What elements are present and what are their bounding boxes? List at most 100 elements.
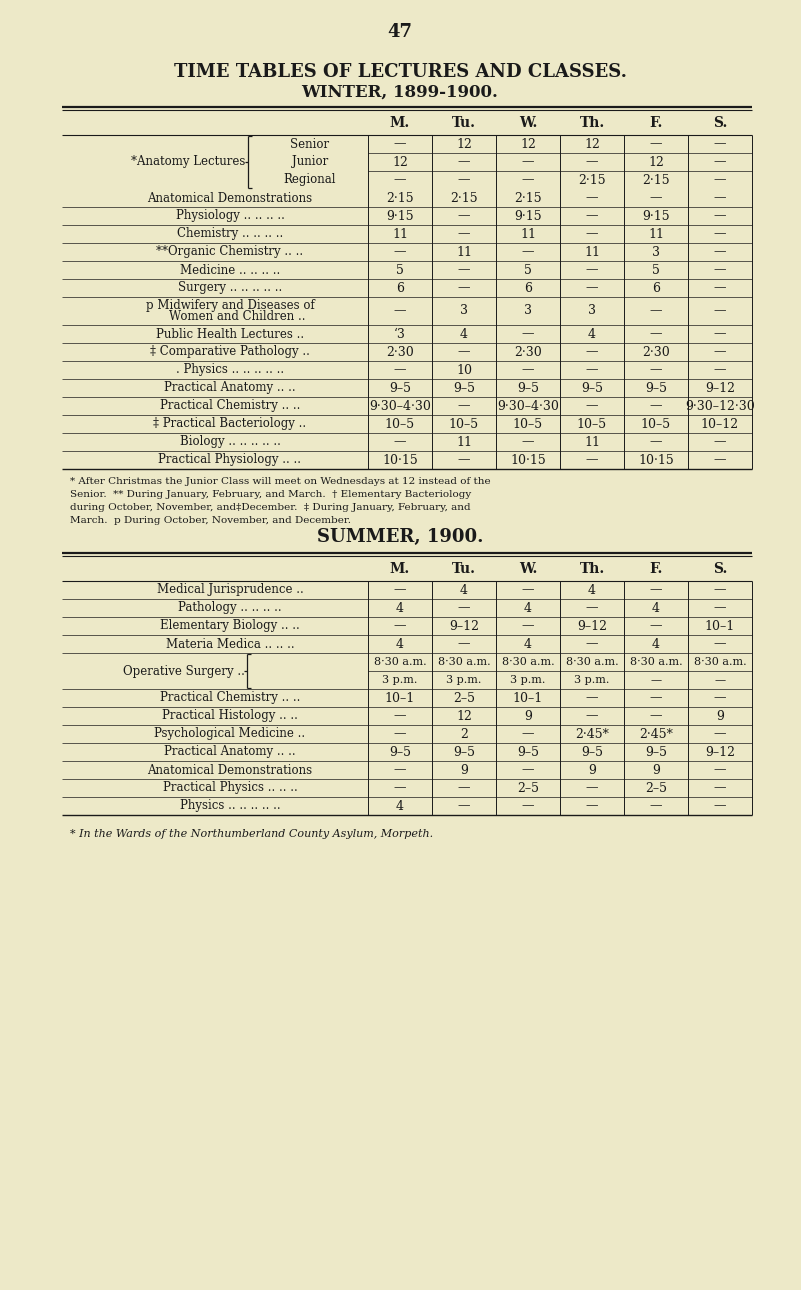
- Text: 9–12: 9–12: [577, 619, 607, 632]
- Text: 9–5: 9–5: [453, 746, 475, 759]
- Text: —: —: [714, 304, 727, 317]
- Text: —: —: [394, 173, 406, 187]
- Text: 2·15: 2·15: [450, 191, 478, 205]
- Text: 3 p.m.: 3 p.m.: [510, 675, 545, 685]
- Text: Biology .. .. .. .. ..: Biology .. .. .. .. ..: [179, 436, 280, 449]
- Text: —: —: [714, 173, 727, 187]
- Text: —: —: [394, 304, 406, 317]
- Text: Practical Chemistry .. ..: Practical Chemistry .. ..: [160, 691, 300, 704]
- Text: Tu.: Tu.: [452, 562, 476, 577]
- Text: * In the Wards of the Northumberland County Asylum, Morpeth.: * In the Wards of the Northumberland Cou…: [70, 829, 433, 838]
- Text: 9: 9: [716, 710, 724, 722]
- Text: 12: 12: [456, 138, 472, 151]
- Text: 2–5: 2–5: [453, 691, 475, 704]
- Text: 3: 3: [524, 304, 532, 317]
- Text: —: —: [394, 619, 406, 632]
- Text: 10–5: 10–5: [513, 418, 543, 431]
- Text: —: —: [457, 454, 470, 467]
- Text: 11: 11: [392, 227, 408, 240]
- Text: 2·15: 2·15: [578, 173, 606, 187]
- Text: 4: 4: [524, 637, 532, 650]
- Text: 9–5: 9–5: [645, 746, 667, 759]
- Text: —: —: [586, 637, 598, 650]
- Text: Surgery .. .. .. .. ..: Surgery .. .. .. .. ..: [178, 281, 282, 294]
- Text: —: —: [714, 691, 727, 704]
- Text: —: —: [457, 263, 470, 276]
- Text: 12: 12: [648, 156, 664, 169]
- Text: 9–5: 9–5: [517, 746, 539, 759]
- Text: 2·30: 2·30: [514, 346, 541, 359]
- Text: 3 p.m.: 3 p.m.: [446, 675, 481, 685]
- Text: 11: 11: [456, 245, 472, 258]
- Text: 9·15: 9·15: [386, 209, 414, 222]
- Text: 2·30: 2·30: [386, 346, 414, 359]
- Text: Anatomical Demonstrations: Anatomical Demonstrations: [147, 191, 312, 205]
- Text: 9–5: 9–5: [389, 382, 411, 395]
- Text: 2·15: 2·15: [386, 191, 414, 205]
- Text: M.: M.: [390, 116, 410, 130]
- Text: —: —: [586, 782, 598, 795]
- Text: 3 p.m.: 3 p.m.: [382, 675, 417, 685]
- Text: Elementary Biology .. ..: Elementary Biology .. ..: [160, 619, 300, 632]
- Text: 3: 3: [652, 245, 660, 258]
- Text: —: —: [521, 245, 534, 258]
- Text: Practical Anatomy .. ..: Practical Anatomy .. ..: [164, 382, 296, 395]
- Text: —: —: [521, 173, 534, 187]
- Text: 3 p.m.: 3 p.m.: [574, 675, 610, 685]
- Text: 8·30 a.m.: 8·30 a.m.: [694, 657, 747, 667]
- Text: —: —: [650, 619, 662, 632]
- Text: —: —: [457, 209, 470, 222]
- Text: —: —: [586, 800, 598, 813]
- Text: —: —: [394, 583, 406, 596]
- Text: W.: W.: [519, 116, 537, 130]
- Text: —: —: [457, 637, 470, 650]
- Text: 6: 6: [396, 281, 404, 294]
- Text: 11: 11: [648, 227, 664, 240]
- Text: ‡ Comparative Pathology ..: ‡ Comparative Pathology ..: [150, 346, 310, 359]
- Text: —: —: [650, 138, 662, 151]
- Text: 9·15: 9·15: [514, 209, 541, 222]
- Text: W.: W.: [519, 562, 537, 577]
- Text: 8·30 a.m.: 8·30 a.m.: [630, 657, 682, 667]
- Text: —: —: [714, 346, 727, 359]
- Text: 10–1: 10–1: [513, 691, 543, 704]
- Text: Practical Histology .. ..: Practical Histology .. ..: [162, 710, 298, 722]
- Text: ‘3: ‘3: [394, 328, 406, 341]
- Text: —: —: [650, 328, 662, 341]
- Text: —: —: [521, 364, 534, 377]
- Text: Physiology .. .. .. ..: Physiology .. .. .. ..: [175, 209, 284, 222]
- Text: —: —: [586, 346, 598, 359]
- Text: 10–1: 10–1: [705, 619, 735, 632]
- Text: *Anatomy Lectures: *Anatomy Lectures: [131, 156, 245, 169]
- Text: —: —: [586, 263, 598, 276]
- Text: —: —: [586, 364, 598, 377]
- Text: Women and Children ..: Women and Children ..: [155, 310, 306, 322]
- Text: * After Christmas the Junior Class will meet on Wednesdays at 12 instead of the: * After Christmas the Junior Class will …: [70, 477, 491, 486]
- Text: Regional: Regional: [284, 173, 336, 187]
- Text: —: —: [650, 710, 662, 722]
- Text: Th.: Th.: [579, 562, 605, 577]
- Text: Senior.  ** During January, February, and March.  † Elementary Bacteriology: Senior. ** During January, February, and…: [70, 490, 471, 499]
- Text: 9–5: 9–5: [453, 382, 475, 395]
- Text: —: —: [457, 782, 470, 795]
- Text: 47: 47: [388, 23, 413, 41]
- Text: 4: 4: [652, 601, 660, 614]
- Text: —: —: [586, 454, 598, 467]
- Text: **Organic Chemistry .. ..: **Organic Chemistry .. ..: [156, 245, 304, 258]
- Text: Medical Jurisprudence ..: Medical Jurisprudence ..: [157, 583, 304, 596]
- Text: —: —: [714, 209, 727, 222]
- Text: SUMMER, 1900.: SUMMER, 1900.: [316, 528, 483, 546]
- Text: —: —: [714, 728, 727, 740]
- Text: Practical Physiology .. ..: Practical Physiology .. ..: [159, 454, 301, 467]
- Text: M.: M.: [390, 562, 410, 577]
- Text: —: —: [521, 328, 534, 341]
- Text: 8·30 a.m.: 8·30 a.m.: [566, 657, 618, 667]
- Text: 10–1: 10–1: [384, 691, 415, 704]
- Text: Chemistry .. .. .. ..: Chemistry .. .. .. ..: [177, 227, 283, 240]
- Text: —: —: [521, 583, 534, 596]
- Text: —: —: [714, 156, 727, 169]
- Text: 6: 6: [524, 281, 532, 294]
- Text: Tu.: Tu.: [452, 116, 476, 130]
- Text: —: —: [714, 782, 727, 795]
- Text: Medicine .. .. .. ..: Medicine .. .. .. ..: [180, 263, 280, 276]
